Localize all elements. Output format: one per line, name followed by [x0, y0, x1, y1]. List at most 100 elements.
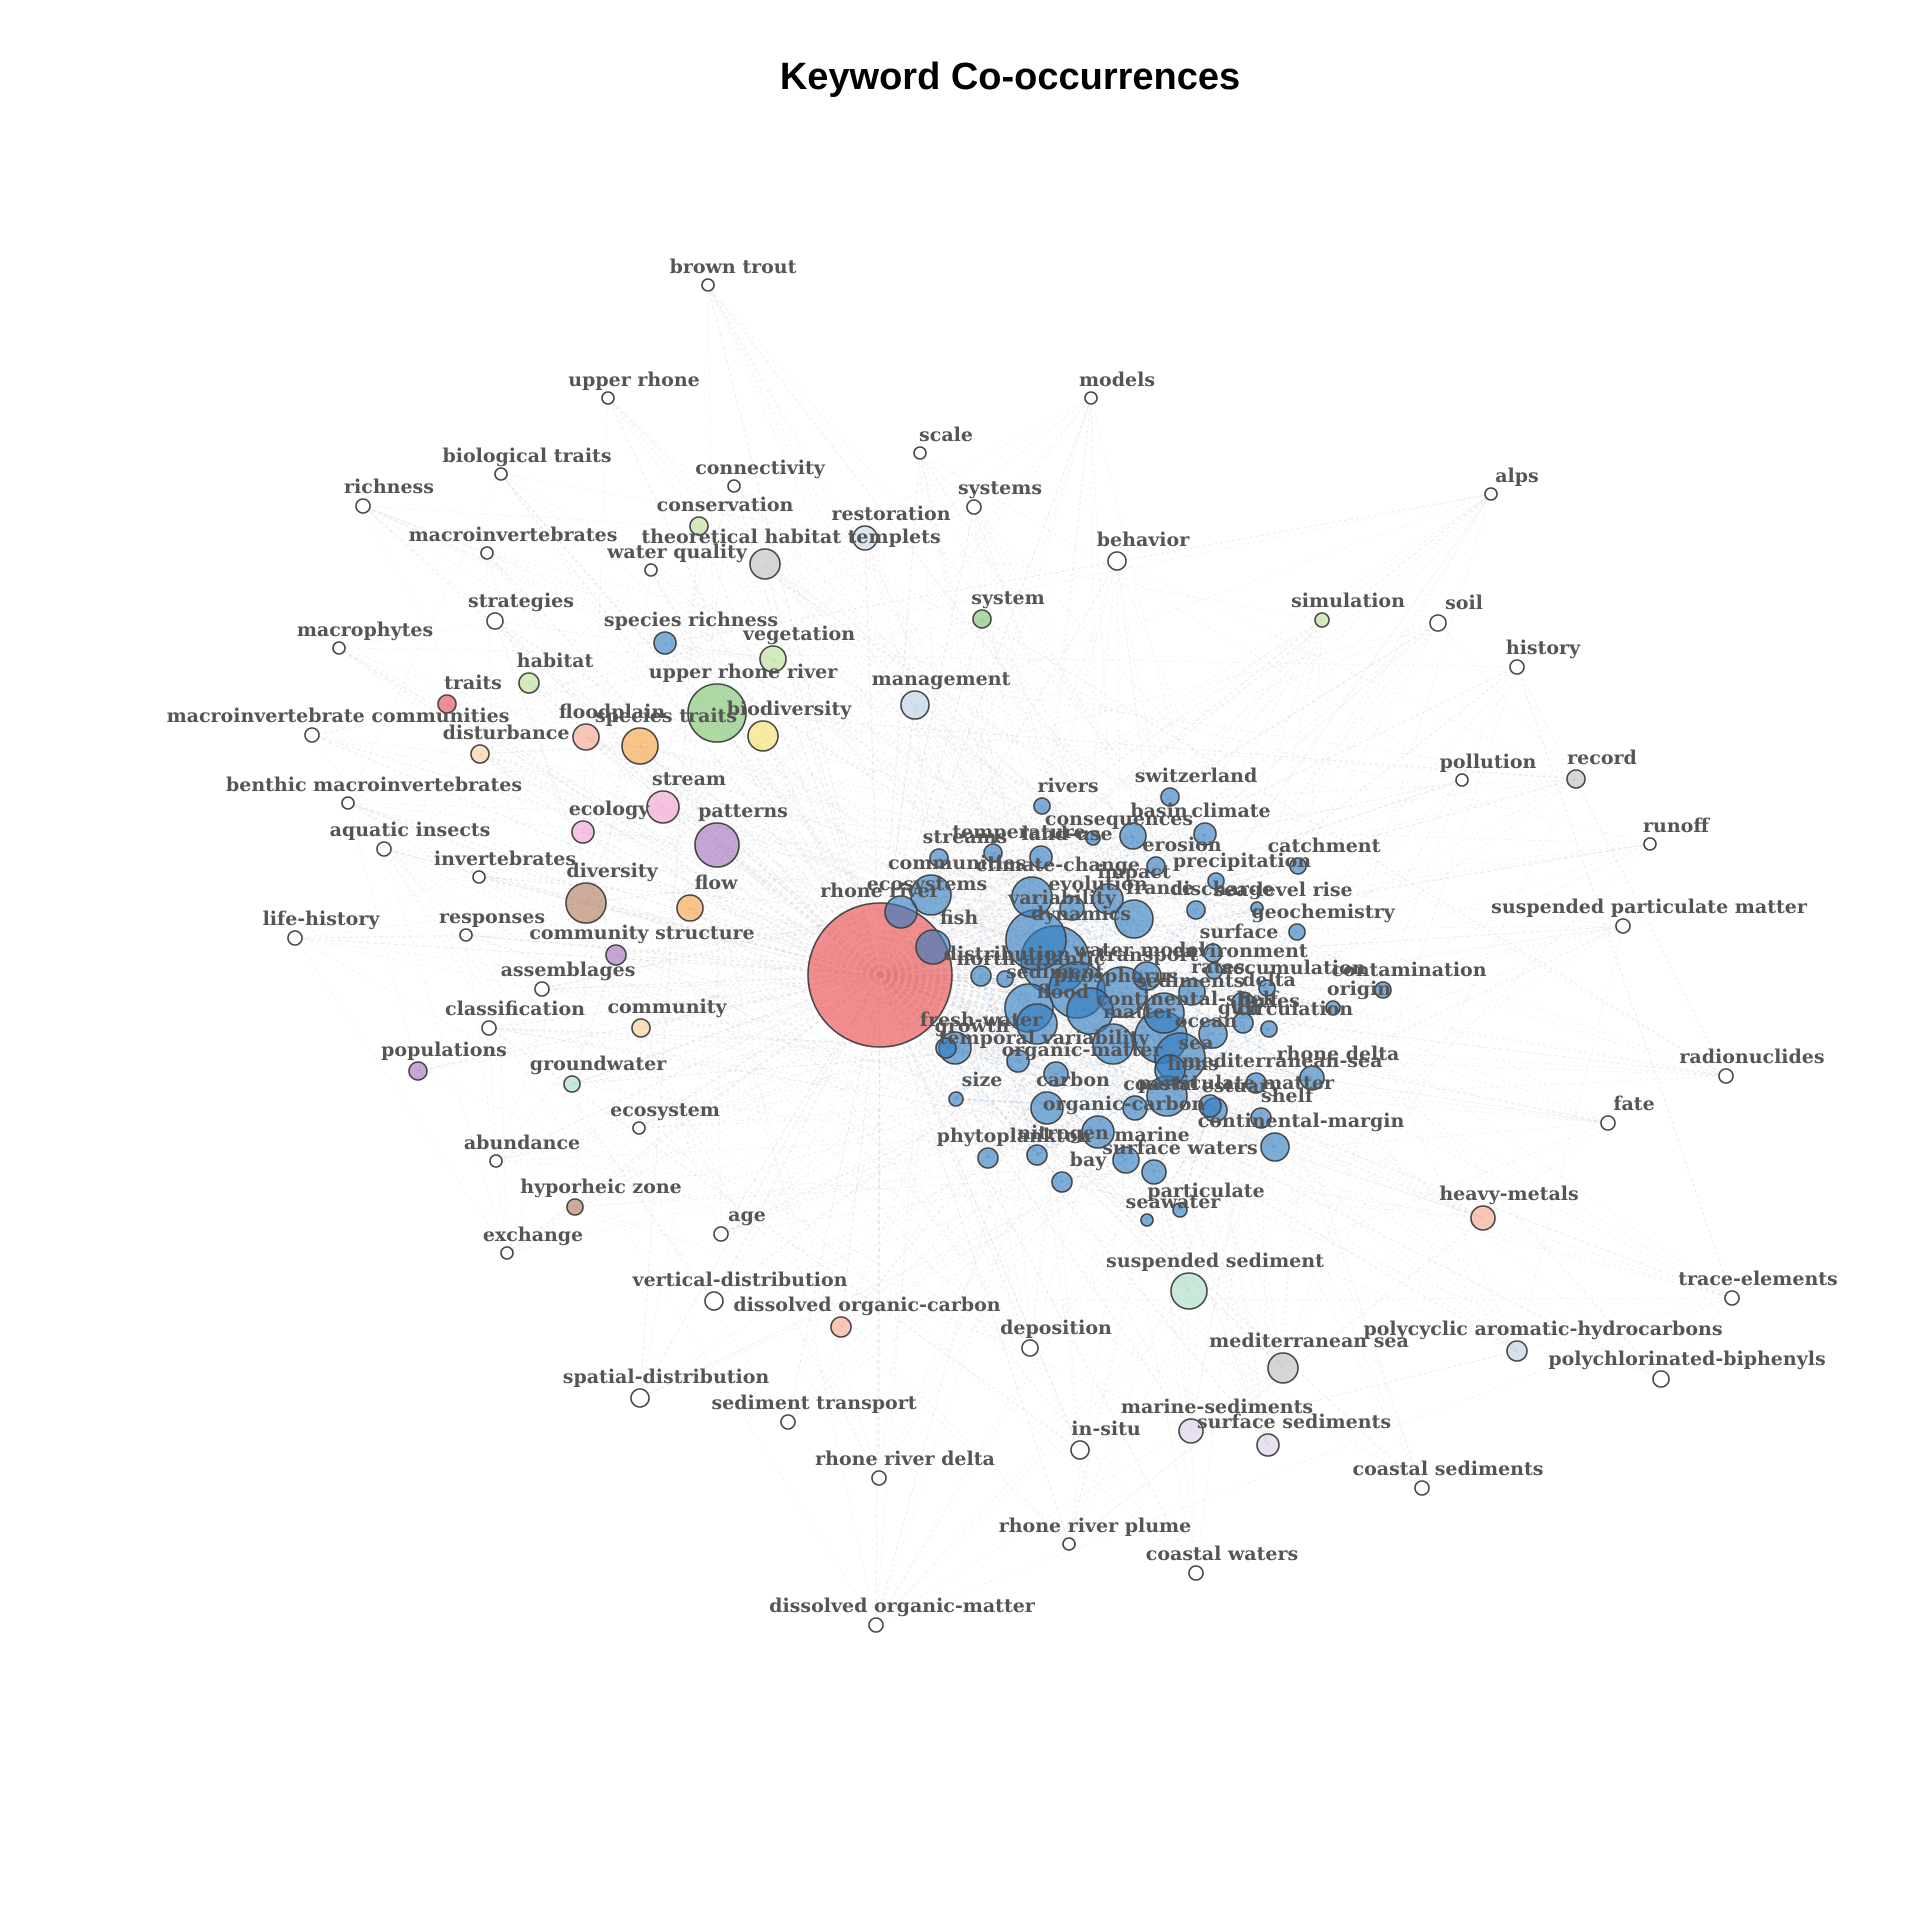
- node-water-quality[interactable]: [644, 563, 658, 577]
- node-groundwater[interactable]: [563, 1075, 581, 1093]
- node-rhone-delta[interactable]: [1299, 1065, 1325, 1091]
- node-brown-trout[interactable]: [701, 278, 715, 292]
- node-scale[interactable]: [913, 446, 927, 460]
- node-bay[interactable]: [1051, 1171, 1073, 1193]
- node-seawater[interactable]: [1140, 1213, 1154, 1227]
- node-behavior[interactable]: [1107, 551, 1127, 571]
- node-populations[interactable]: [408, 1061, 428, 1081]
- node-soil[interactable]: [1429, 614, 1447, 632]
- node-alps[interactable]: [1484, 487, 1498, 501]
- node-climate-change[interactable]: [1011, 876, 1053, 918]
- node-invertebrates[interactable]: [472, 870, 486, 884]
- node-assemblages[interactable]: [534, 981, 550, 997]
- node-dissolved-organic-carbon[interactable]: [830, 1316, 852, 1338]
- node-circulation[interactable]: [1260, 1020, 1278, 1038]
- node-impact[interactable]: [1092, 883, 1124, 915]
- node-carbon[interactable]: [1030, 1091, 1064, 1125]
- node-flood[interactable]: [1016, 1003, 1058, 1045]
- node-size[interactable]: [948, 1091, 964, 1107]
- node-consequences[interactable]: [1085, 830, 1101, 846]
- node-suspended-particulate-matter[interactable]: [1615, 918, 1631, 934]
- node-classification[interactable]: [481, 1020, 497, 1036]
- node-sediment-transport[interactable]: [780, 1414, 796, 1430]
- node-land-use[interactable]: [1029, 845, 1053, 869]
- node-mediterranean-sea[interactable]: [1267, 1352, 1299, 1384]
- node-history[interactable]: [1509, 659, 1525, 675]
- node-species-traits[interactable]: [621, 727, 659, 765]
- node-geochemistry[interactable]: [1288, 923, 1306, 941]
- node-community[interactable]: [631, 1018, 651, 1038]
- node-runoff[interactable]: [1643, 837, 1657, 851]
- node-floodplain[interactable]: [572, 723, 600, 751]
- node-sediments[interactable]: [1143, 992, 1185, 1034]
- node-rates[interactable]: [1178, 978, 1206, 1006]
- node-life-history[interactable]: [287, 930, 303, 946]
- node-fate[interactable]: [1600, 1115, 1616, 1131]
- node-rivers[interactable]: [1033, 797, 1051, 815]
- node-sea[interactable]: [1154, 1054, 1186, 1086]
- node-macroinvertebrates[interactable]: [480, 546, 494, 560]
- node-diversity[interactable]: [565, 882, 607, 924]
- node-ecology[interactable]: [571, 820, 595, 844]
- node-deposition[interactable]: [1021, 1339, 1039, 1357]
- node-coastal[interactable]: [1122, 1095, 1148, 1121]
- node-phosphorus[interactable]: [1066, 987, 1114, 1035]
- node-polychlorinated-biphenyls[interactable]: [1652, 1370, 1670, 1388]
- node-coastal-waters[interactable]: [1188, 1565, 1204, 1581]
- node-biodiversity[interactable]: [747, 720, 779, 752]
- node-climate[interactable]: [1193, 822, 1217, 846]
- node-trace-elements[interactable]: [1724, 1290, 1740, 1306]
- node-shelf[interactable]: [1250, 1107, 1272, 1129]
- node-fluxes[interactable]: [1232, 1012, 1254, 1034]
- node-surface-sediments[interactable]: [1256, 1433, 1280, 1457]
- node-abundance[interactable]: [489, 1154, 503, 1168]
- node-systems[interactable]: [966, 499, 982, 515]
- node-surface-waters[interactable]: [1141, 1159, 1167, 1185]
- node-rhone-river-delta[interactable]: [871, 1470, 887, 1486]
- node-strategies[interactable]: [486, 612, 504, 630]
- node-rhone-river-plume[interactable]: [1062, 1537, 1076, 1551]
- node-organic-carbon[interactable]: [1081, 1115, 1115, 1149]
- node-age[interactable]: [713, 1226, 729, 1242]
- node-discharge[interactable]: [1186, 900, 1206, 920]
- node-streams[interactable]: [929, 848, 949, 868]
- node-matter[interactable]: [1092, 1023, 1134, 1065]
- node-marine[interactable]: [1112, 1146, 1140, 1174]
- node-responses[interactable]: [459, 928, 473, 942]
- node-spatial-distribution[interactable]: [630, 1388, 650, 1408]
- node-fish[interactable]: [915, 929, 951, 965]
- node-rhone-river[interactable]: [807, 902, 953, 1048]
- node-aquatic-insects[interactable]: [376, 841, 392, 857]
- node-ecosystem[interactable]: [632, 1121, 646, 1135]
- node-traits[interactable]: [437, 694, 457, 714]
- node-benthic-macroinvertebrates[interactable]: [341, 796, 355, 810]
- node-system[interactable]: [972, 609, 992, 629]
- node-radionuclides[interactable]: [1718, 1068, 1734, 1084]
- node-particulate-matter[interactable]: [1198, 1094, 1222, 1118]
- node-precipitation[interactable]: [1207, 872, 1225, 890]
- node-richness[interactable]: [355, 498, 371, 514]
- node-origin[interactable]: [1325, 1000, 1341, 1016]
- node-erosion[interactable]: [1146, 856, 1166, 876]
- node-mediterranean-sea[interactable]: [1245, 1072, 1267, 1094]
- node-models[interactable]: [1084, 391, 1098, 405]
- node-catchment[interactable]: [1289, 857, 1307, 875]
- node-pollution[interactable]: [1455, 773, 1469, 787]
- node-particulate[interactable]: [1172, 1202, 1188, 1218]
- node-switzerland[interactable]: [1160, 787, 1180, 807]
- node-organic-matter[interactable]: [1043, 1061, 1069, 1087]
- node-model[interactable]: [1132, 961, 1162, 991]
- node-contamination[interactable]: [1374, 981, 1392, 999]
- node-disturbance[interactable]: [470, 744, 490, 764]
- node-community-structure[interactable]: [605, 944, 627, 966]
- node-accumulation[interactable]: [1258, 979, 1276, 997]
- node-record[interactable]: [1566, 769, 1586, 789]
- node-restoration[interactable]: [852, 525, 878, 551]
- node-distribution[interactable]: [970, 965, 992, 987]
- node-france[interactable]: [1114, 899, 1154, 939]
- node-ecosystems[interactable]: [884, 895, 918, 929]
- node-communities[interactable]: [910, 874, 952, 916]
- node-macrophytes[interactable]: [332, 641, 346, 655]
- node-dissolved-organic-matter[interactable]: [868, 1617, 884, 1633]
- node-growth[interactable]: [935, 1037, 957, 1059]
